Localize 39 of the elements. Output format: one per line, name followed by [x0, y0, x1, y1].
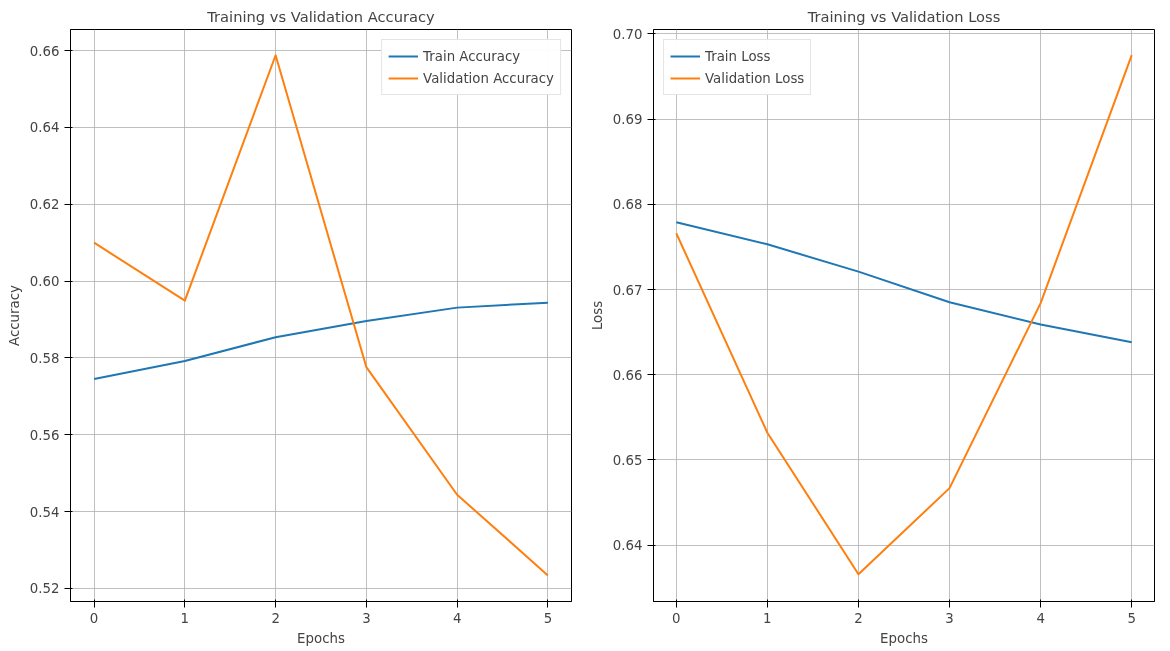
x-tick-label: 5 — [1127, 610, 1136, 626]
y-tick-label: 0.68 — [612, 197, 643, 213]
y-tick-label: 0.52 — [29, 581, 60, 597]
legend-label: Validation Accuracy — [423, 70, 554, 86]
x-tick-label: 1 — [180, 610, 190, 626]
y-tick-label: 0.64 — [29, 120, 60, 136]
x-tick-label: 4 — [1036, 610, 1045, 626]
y-tick-label: 0.54 — [29, 504, 60, 520]
y-tick-label: 0.62 — [29, 197, 60, 213]
legend-label: Train Accuracy — [423, 48, 521, 64]
x-tick-label: 0 — [672, 610, 681, 626]
x-axis-title: Epochs — [297, 630, 345, 646]
x-tick-label: 3 — [362, 610, 371, 626]
x-tick-label: 2 — [854, 610, 863, 626]
x-tick-label: 0 — [89, 610, 99, 626]
x-tick-label: 5 — [543, 610, 553, 626]
x-tick-label: 2 — [271, 610, 280, 626]
x-tick-label: 4 — [452, 610, 462, 626]
chart-title: Training vs Validation Accuracy — [206, 7, 436, 25]
y-tick-label: 0.60 — [29, 274, 60, 290]
line-series — [675, 221, 1133, 344]
y-tick-label: 0.64 — [612, 538, 643, 554]
y-tick-label: 0.58 — [29, 350, 60, 366]
y-tick-label: 0.66 — [29, 43, 60, 59]
y-tick-label: 0.66 — [612, 367, 643, 383]
x-axis-title: Epochs — [880, 630, 928, 646]
x-tick-label: 3 — [945, 610, 954, 626]
line-series — [93, 301, 549, 381]
y-axis-title: Loss — [589, 300, 605, 331]
y-axis-title: Accuracy — [6, 284, 22, 346]
chart-title: Training vs Validation Loss — [806, 7, 1001, 25]
legend-label: Validation Loss — [705, 70, 805, 86]
y-tick-label: 0.67 — [612, 282, 643, 298]
y-tick-label: 0.70 — [612, 26, 643, 42]
x-tick-label: 1 — [763, 610, 772, 626]
y-tick-label: 0.56 — [29, 427, 60, 443]
y-tick-label: 0.69 — [612, 112, 643, 128]
y-tick-label: 0.65 — [612, 452, 643, 468]
legend-label: Train Loss — [705, 48, 771, 64]
